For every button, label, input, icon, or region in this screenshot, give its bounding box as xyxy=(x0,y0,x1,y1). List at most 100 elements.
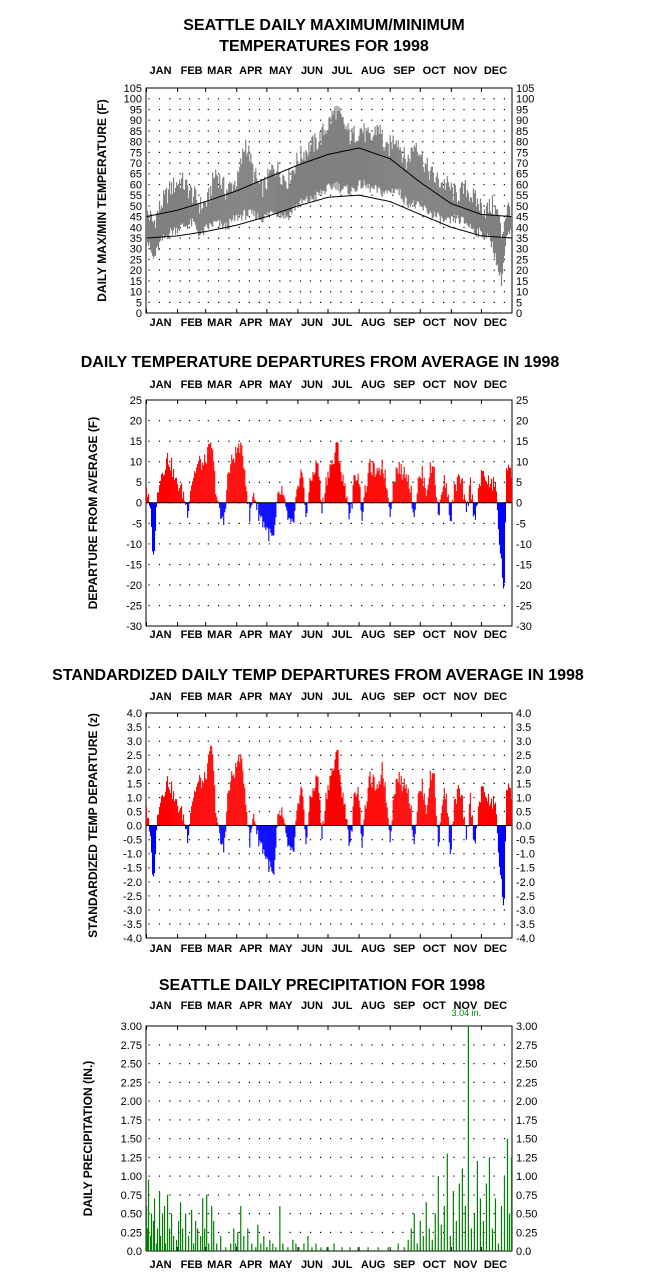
grid-dot xyxy=(289,605,291,607)
grid-dot xyxy=(248,754,250,756)
grid-dot xyxy=(309,1231,312,1233)
y-tick-label-right: 1.00 xyxy=(516,1171,537,1183)
grid-dot xyxy=(371,119,373,121)
grid-dot xyxy=(340,1081,342,1083)
grid-dot xyxy=(248,162,250,164)
grid-dot xyxy=(207,258,209,261)
month-label-bottom: JAN xyxy=(150,943,172,955)
grid-dot xyxy=(198,173,200,175)
grid-dot xyxy=(179,248,181,250)
grid-dot xyxy=(392,216,394,218)
grid-dot xyxy=(238,216,240,218)
grid-dot xyxy=(371,1044,373,1046)
grid-dot xyxy=(279,522,281,524)
grid-dot xyxy=(279,768,281,770)
grid-dot xyxy=(340,740,342,742)
y-tick-label-left: 1.0 xyxy=(127,792,142,804)
grid-dot xyxy=(493,141,495,143)
grid-dot xyxy=(443,98,445,100)
grid-dot xyxy=(381,280,383,282)
grid-dot xyxy=(340,248,342,250)
grid-dot xyxy=(158,754,161,756)
grid-dot xyxy=(309,768,312,770)
grid-dot xyxy=(268,151,270,153)
grid-dot xyxy=(188,543,191,545)
grid-dot xyxy=(483,461,485,463)
grid-dot xyxy=(402,881,404,883)
grid-dot xyxy=(493,1231,495,1233)
grid-dot xyxy=(453,420,455,422)
grid-dot xyxy=(238,162,240,164)
grid-dot xyxy=(473,119,475,121)
grid-dot xyxy=(453,291,455,293)
grid-dot xyxy=(422,226,424,228)
grid-dot xyxy=(340,226,342,228)
grid-dot xyxy=(463,141,465,143)
grid-dot xyxy=(381,895,383,897)
grid-dot xyxy=(258,923,260,925)
grid-dot xyxy=(463,1194,465,1196)
grid-dot xyxy=(289,810,291,813)
grid-dot xyxy=(412,119,414,121)
grid-dot xyxy=(268,909,270,911)
grid-dot xyxy=(188,1231,191,1233)
grid-dot xyxy=(148,1175,150,1177)
grid-dot xyxy=(371,543,373,545)
grid-dot xyxy=(330,605,332,607)
grid-dot xyxy=(218,543,220,545)
grid-dot xyxy=(289,1175,291,1177)
grid-dot xyxy=(148,839,150,841)
grid-dot xyxy=(289,481,291,483)
y-tick-label-left: 10 xyxy=(130,457,142,469)
grid-dot xyxy=(483,248,485,250)
grid-dot xyxy=(158,782,161,784)
y-tick-label-right: 45 xyxy=(516,212,528,224)
grid-dot xyxy=(320,543,322,545)
grid-dot xyxy=(392,269,394,271)
grid-dot xyxy=(179,291,181,293)
grid-dot xyxy=(248,141,250,143)
grid-dot xyxy=(218,119,220,121)
grid-dot xyxy=(483,301,485,303)
grid-dot xyxy=(412,226,414,228)
grid-dot xyxy=(320,522,322,524)
grid-dot xyxy=(361,1231,363,1233)
month-label-bottom: MAY xyxy=(269,629,293,641)
grid-dot xyxy=(361,726,363,728)
month-label-bottom: FEB xyxy=(181,1259,203,1271)
y-tick-label-left: 75 xyxy=(130,147,142,159)
grid-dot xyxy=(432,98,434,100)
grid-dot xyxy=(289,248,291,250)
grid-dot xyxy=(422,1231,424,1233)
grid-dot xyxy=(198,768,200,770)
grid-dot xyxy=(340,563,342,566)
grid-dot xyxy=(238,605,240,607)
grid-dot xyxy=(432,563,434,566)
grid-dot xyxy=(402,1231,404,1233)
grid-dot xyxy=(463,237,465,239)
grid-dot xyxy=(443,839,445,841)
grid-dot xyxy=(361,1213,363,1215)
grid-dot xyxy=(381,522,383,524)
chart-title: STANDARDIZED DAILY TEMP DEPARTURES FROM … xyxy=(52,667,584,684)
grid-dot xyxy=(218,183,220,186)
grid-dot xyxy=(330,98,332,100)
grid-dot xyxy=(381,98,383,100)
grid-dot xyxy=(432,280,434,282)
grid-dot xyxy=(169,1175,171,1177)
y-tick-label-right: 2.25 xyxy=(516,1077,537,1089)
grid-dot xyxy=(443,280,445,282)
grid-dot xyxy=(432,301,434,303)
y-tick-label-left: 2.25 xyxy=(121,1077,142,1089)
grid-dot xyxy=(228,853,230,855)
grid-dot xyxy=(268,1100,270,1102)
grid-dot xyxy=(371,1175,373,1177)
grid-dot xyxy=(463,248,465,250)
grid-dot xyxy=(258,768,260,770)
grid-dot xyxy=(309,1063,312,1065)
grid-dot xyxy=(443,867,445,869)
chart-title: SEATTLE DAILY MAXIMUM/MINIMUM xyxy=(183,17,464,34)
grid-dot xyxy=(299,291,302,293)
grid-dot xyxy=(299,768,302,770)
grid-dot xyxy=(412,1063,414,1065)
